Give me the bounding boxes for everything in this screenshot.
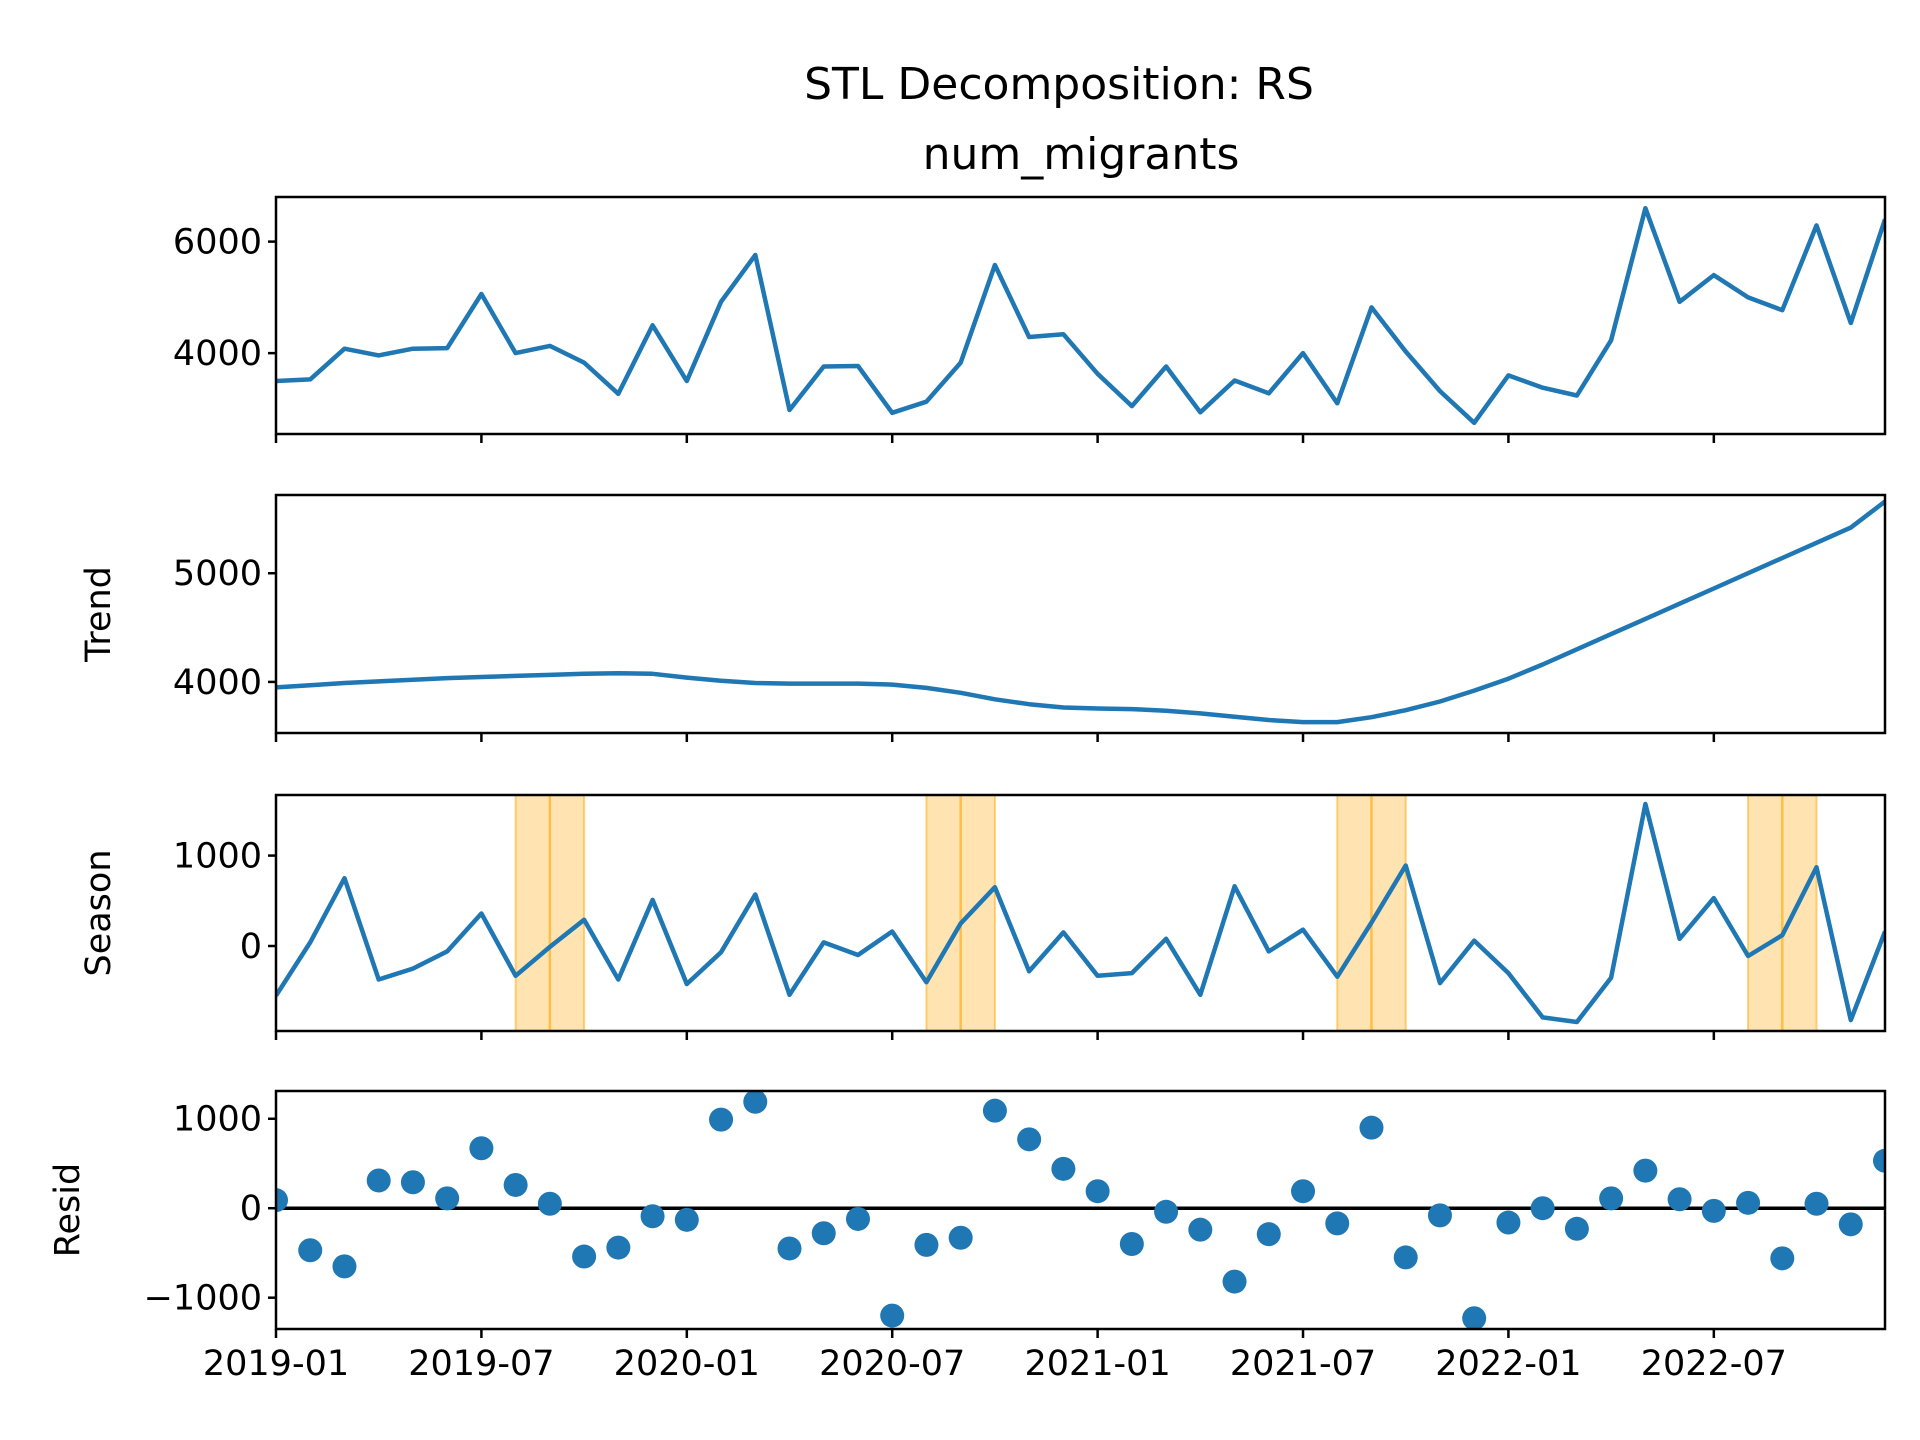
- resid-point-2021-06: [1256, 1222, 1281, 1247]
- resid-point-2020-01: [674, 1207, 699, 1232]
- resid-point-2020-10: [982, 1098, 1007, 1123]
- series-line-season: [276, 801, 1885, 1025]
- ytick-label-trend-5000: 5000: [173, 554, 262, 594]
- resid-point-2019-07: [469, 1136, 494, 1161]
- ytick-label-num_migrants-4000: 4000: [173, 334, 262, 374]
- ytick-label-resid--1000: −1000: [144, 1279, 262, 1319]
- resid-point-2022-08: [1736, 1190, 1761, 1215]
- panel-season: 0 1000 Season: [79, 793, 1887, 1040]
- resid-point-2022-11: [1838, 1212, 1863, 1237]
- resid-point-2022-01: [1496, 1210, 1521, 1235]
- xtick-label-2020-07: 2020-07: [819, 1344, 965, 1384]
- resid-point-2022-02: [1530, 1196, 1555, 1221]
- resid-point-2019-01: [276, 1188, 288, 1213]
- ylabel-trend: Trend: [79, 566, 119, 663]
- resid-point-2021-03: [1154, 1199, 1179, 1224]
- frame-season: [274, 793, 1887, 1033]
- resid-point-2019-12: [640, 1204, 665, 1229]
- series-line-trend: [276, 499, 1885, 725]
- resid-point-2021-01: [1085, 1179, 1110, 1204]
- panel-resid: −1000 0 1000 2019-01 2019-07 2020-01 2020-07 20…: [48, 1089, 1887, 1384]
- ytick-label-num_migrants-6000: 6000: [173, 223, 262, 263]
- ytick-label-resid-0: 0: [240, 1189, 262, 1229]
- resid-point-2022-04: [1599, 1186, 1624, 1211]
- frame-num_migrants: [274, 195, 1887, 436]
- resid-point-2020-05: [811, 1221, 836, 1246]
- resid-point-2021-02: [1119, 1232, 1144, 1256]
- resid-point-2020-12: [1051, 1156, 1076, 1181]
- resid-point-2021-08: [1325, 1211, 1350, 1236]
- frame-trend: [274, 493, 1887, 735]
- xtick-label-2022-07: 2022-07: [1641, 1344, 1787, 1384]
- resid-point-2019-10: [572, 1244, 597, 1269]
- resid-point-2021-11: [1427, 1203, 1452, 1228]
- resid-point-2021-04: [1188, 1217, 1213, 1242]
- xtick-label-2019-07: 2019-07: [408, 1344, 554, 1384]
- resid-point-2019-04: [366, 1168, 391, 1193]
- resid-point-2022-05: [1633, 1158, 1658, 1183]
- xtick-label-2021-01: 2021-01: [1024, 1344, 1170, 1384]
- resid-point-2019-06: [435, 1186, 460, 1211]
- plot-area-season: [276, 795, 1885, 1031]
- resid-point-2020-03: [743, 1091, 768, 1114]
- frame-resid: [274, 1089, 1887, 1331]
- xtick-label-2019-01: 2019-01: [203, 1344, 349, 1384]
- resid-point-2020-02: [709, 1107, 734, 1132]
- ytick-label-season-0: 0: [240, 927, 262, 967]
- resid-point-2020-07: [880, 1303, 905, 1328]
- resid-point-2022-06: [1667, 1187, 1692, 1212]
- resid-point-2022-07: [1701, 1198, 1726, 1223]
- resid-point-2021-05: [1222, 1269, 1247, 1294]
- resid-point-2020-08: [914, 1232, 939, 1257]
- ylabel-resid: Resid: [48, 1163, 88, 1257]
- resid-point-2021-09: [1359, 1115, 1384, 1140]
- panel-title-num_migrants: num_migrants: [923, 129, 1240, 180]
- resid-point-2019-09: [537, 1191, 562, 1216]
- resid-point-2019-05: [400, 1170, 425, 1195]
- ytick-label-trend-4000: 4000: [173, 663, 262, 703]
- panels: 4000 6000 num_migrants 4000 5000 Trend 0 1000 Se…: [48, 129, 1887, 1384]
- ytick-label-season-1000: 1000: [173, 837, 262, 877]
- resid-point-2019-03: [332, 1254, 357, 1279]
- resid-point-2019-08: [503, 1172, 528, 1197]
- resid-point-2020-11: [1017, 1127, 1042, 1152]
- resid-point-2022-10: [1804, 1191, 1829, 1216]
- ytick-label-resid-1000: 1000: [173, 1100, 262, 1140]
- resid-point-2022-03: [1564, 1216, 1589, 1241]
- resid-point-2020-04: [777, 1236, 802, 1261]
- resid-point-2021-12: [1462, 1306, 1487, 1329]
- xtick-label-2020-01: 2020-01: [614, 1344, 760, 1384]
- resid-point-2020-09: [948, 1225, 973, 1250]
- plot-area-trend: [276, 499, 1885, 725]
- xtick-label-2022-01: 2022-01: [1435, 1344, 1581, 1384]
- series-line-num_migrants: [276, 205, 1885, 426]
- resid-point-2021-07: [1291, 1179, 1316, 1204]
- plot-area-resid: [276, 1091, 1885, 1329]
- plot-area-num_migrants: [276, 205, 1885, 426]
- resid-point-2019-02: [298, 1238, 323, 1263]
- resid-point-2019-11: [606, 1235, 631, 1260]
- resid-point-2022-09: [1770, 1246, 1795, 1271]
- figure-title: STL Decomposition: RS: [804, 59, 1314, 110]
- panel-num_migrants: 4000 6000 num_migrants: [173, 129, 1887, 443]
- panel-trend: 4000 5000 Trend: [79, 493, 1887, 742]
- ylabel-season: Season: [79, 849, 119, 976]
- xtick-label-2021-07: 2021-07: [1230, 1344, 1376, 1384]
- resid-point-2022-12: [1873, 1148, 1885, 1173]
- resid-point-2021-10: [1393, 1245, 1418, 1270]
- resid-point-2020-06: [845, 1206, 870, 1231]
